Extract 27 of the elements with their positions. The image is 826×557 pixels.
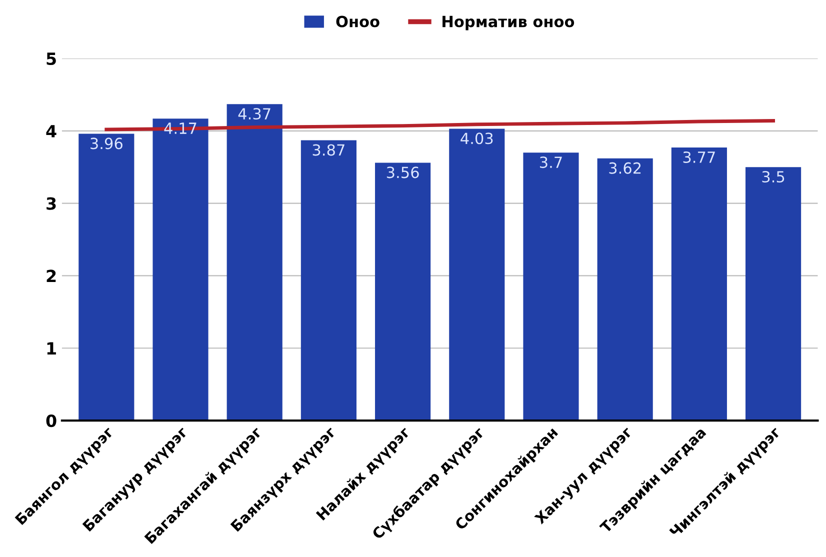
y-tick-label: 3 xyxy=(46,197,56,210)
bar xyxy=(745,167,802,421)
legend-label: Норматив оноо xyxy=(442,16,574,30)
data-label: 4.03 xyxy=(460,132,493,144)
data-label: 3.77 xyxy=(683,151,715,163)
y-tick-label: 0 xyxy=(46,414,56,428)
y-tick-label: 2 xyxy=(46,270,56,282)
y-tick-label: 4 xyxy=(46,125,56,138)
legend-label: Оноо xyxy=(336,16,380,28)
data-label: 3.96 xyxy=(90,138,122,150)
bar xyxy=(523,152,579,421)
bar xyxy=(300,140,356,421)
data-label: 3.87 xyxy=(312,144,344,156)
y-tick-label: 5 xyxy=(46,52,56,66)
y-tick-label: 1 xyxy=(47,342,56,354)
data-label: 4.37 xyxy=(238,108,270,120)
bar xyxy=(226,104,282,421)
data-label: 3.7 xyxy=(540,156,562,168)
bar xyxy=(375,162,431,421)
data-label: 3.5 xyxy=(762,170,784,183)
data-label: 3.56 xyxy=(386,166,419,178)
bar xyxy=(152,118,208,421)
bar xyxy=(597,158,653,421)
bar xyxy=(671,148,727,421)
bar xyxy=(449,128,505,421)
bar xyxy=(78,134,134,421)
data-label: 3.62 xyxy=(609,162,641,174)
